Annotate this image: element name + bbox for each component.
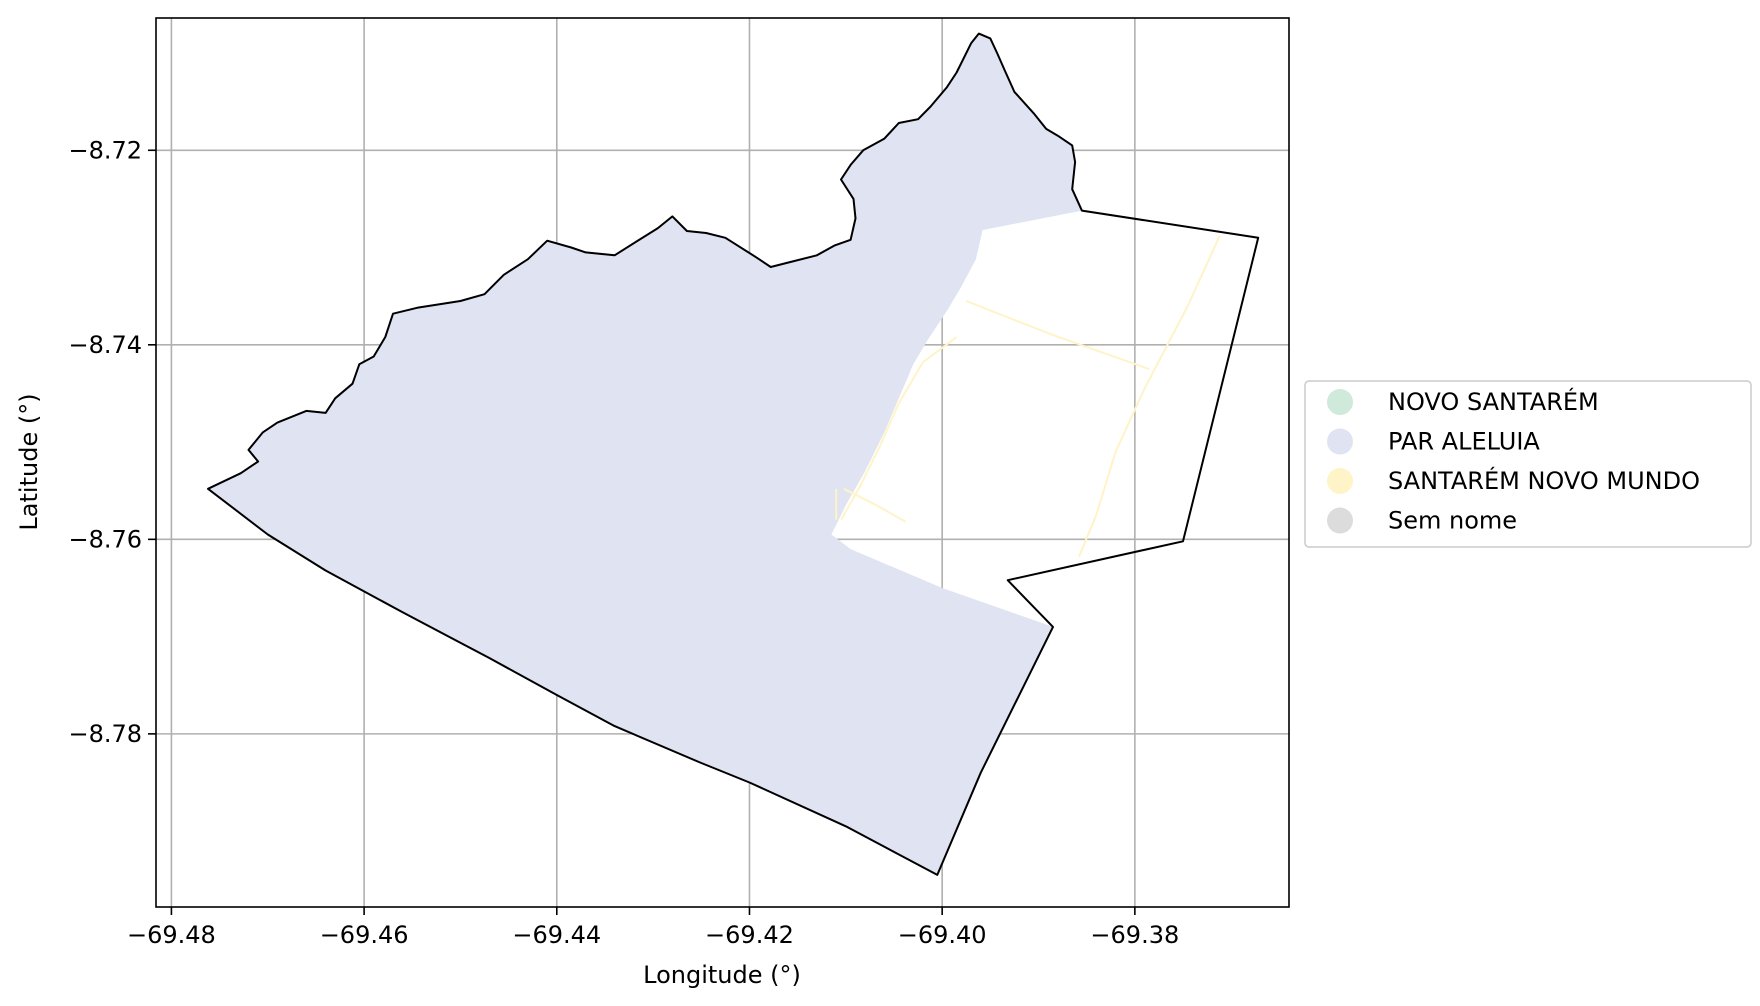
legend-label: NOVO SANTARÉM (1388, 387, 1599, 416)
legend-label: PAR ALELUIA (1388, 428, 1540, 456)
x-tick-label: −69.46 (320, 921, 409, 949)
legend-item: SANTARÉM NOVO MUNDO (1327, 466, 1700, 495)
legend-marker (1327, 468, 1353, 494)
legend-frame (1304, 380, 1752, 548)
legend-marker (1327, 507, 1353, 534)
boundary-line (207, 32, 1260, 876)
x-tick-label: −69.40 (898, 921, 987, 949)
x-tick-label: −69.42 (705, 921, 794, 949)
y-axis-ticks: −8.72 −8.74 −8.76 −8.78 (68, 136, 156, 748)
y-tick-label: −8.72 (68, 136, 142, 164)
x-tick-label: −69.38 (1090, 921, 1179, 949)
legend-item: Sem nome (1327, 507, 1517, 535)
x-tick-label: −69.48 (127, 921, 216, 949)
x-axis-ticks: −69.48 −69.46 −69.44 −69.42 −69.40 −69.38 (127, 907, 1179, 949)
x-tick-label: −69.44 (512, 921, 601, 949)
boundary-outline (207, 32, 1260, 876)
y-tick-label: −8.76 (68, 525, 142, 553)
region-fills (208, 33, 1082, 875)
legend-label: Sem nome (1388, 507, 1517, 535)
legend-item: NOVO SANTARÉM (1327, 387, 1599, 416)
legend-item: PAR ALELUIA (1327, 428, 1540, 456)
road-line (840, 336, 958, 521)
y-tick-label: −8.78 (68, 720, 142, 748)
road-lines (835, 235, 1221, 558)
legend: NOVO SANTARÉM PAR ALELUIA SANTARÉM NOVO MU… (1304, 380, 1752, 548)
road-line (843, 487, 907, 523)
region-par-aleluia (208, 33, 1082, 875)
road-line (1078, 235, 1221, 558)
legend-marker (1327, 389, 1353, 415)
road-line (965, 300, 1150, 371)
plot-area-frame (155, 17, 1290, 908)
y-tick-label: −8.74 (68, 331, 142, 359)
y-axis-label: Latitude (°) (15, 393, 43, 530)
x-axis-label: Longitude (°) (643, 961, 801, 989)
legend-label: SANTARÉM NOVO MUNDO (1388, 466, 1700, 495)
legend-marker (1327, 428, 1353, 455)
